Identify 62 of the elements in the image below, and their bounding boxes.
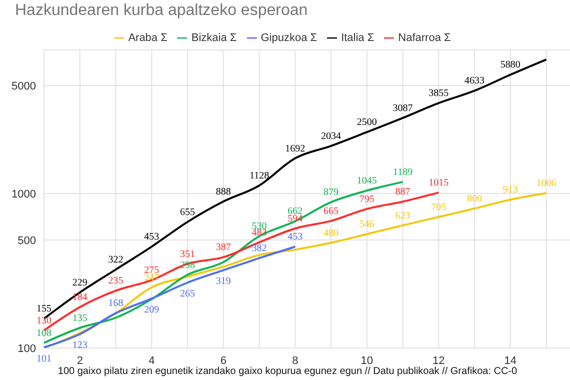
- data-label: 655: [180, 206, 196, 218]
- data-label: 5880: [500, 60, 520, 71]
- y-tick-label: 500: [18, 234, 36, 247]
- data-label: 1128: [249, 170, 270, 182]
- data-label: 108: [36, 328, 52, 339]
- data-label: 795: [359, 194, 374, 205]
- data-label: 322: [108, 254, 124, 266]
- data-label: 265: [180, 288, 196, 300]
- data-label: 184: [72, 292, 88, 304]
- data-label: 235: [108, 276, 124, 287]
- data-label: 879: [324, 187, 339, 198]
- data-label: 382: [252, 243, 267, 254]
- data-label: 453: [288, 232, 303, 243]
- data-label: 1006: [536, 178, 556, 190]
- data-label: 665: [324, 206, 339, 217]
- x-tick-label: 4: [148, 354, 155, 367]
- data-label: 1045: [356, 176, 377, 187]
- data-label: 319: [216, 276, 231, 288]
- data-label: 1692: [285, 143, 306, 154]
- y-tick-label: 1000: [12, 188, 36, 200]
- y-tick-label: 100: [18, 342, 36, 355]
- data-label: 130: [36, 315, 52, 326]
- x-tick-label: 10: [360, 354, 374, 367]
- legend-label: Gipuzkoa Σ: [260, 32, 318, 44]
- data-label: 888: [216, 186, 231, 198]
- data-label: 4633: [464, 76, 485, 87]
- data-label: 229: [72, 277, 88, 288]
- data-label: 453: [144, 232, 160, 243]
- data-label: 351: [180, 248, 196, 260]
- data-label: 623: [395, 210, 410, 222]
- x-tick-label: 6: [220, 354, 226, 367]
- data-label: 913: [502, 184, 518, 196]
- data-label: 887: [395, 186, 410, 198]
- legend-label: Bizkaia Σ: [191, 32, 237, 44]
- data-label: 705: [431, 202, 446, 213]
- data-label: 168: [108, 298, 124, 310]
- data-label: 123: [72, 340, 88, 352]
- data-label: 2500: [356, 117, 377, 128]
- legend-label: Nafarroa Σ: [398, 32, 451, 44]
- data-label: 135: [72, 312, 88, 324]
- x-tick-label: 8: [292, 354, 298, 367]
- x-tick-label: 2: [76, 354, 83, 367]
- legend-label: Italia Σ: [341, 32, 374, 44]
- data-label: 2034: [321, 130, 342, 142]
- data-label: 546: [359, 219, 374, 230]
- data-label: 800: [467, 194, 482, 205]
- data-label: 3855: [428, 88, 449, 100]
- y-tick-label: 5000: [12, 80, 36, 92]
- data-label: 209: [144, 304, 160, 316]
- x-tick-label: 12: [432, 354, 445, 367]
- data-label: 480: [324, 228, 339, 239]
- data-label: 155: [36, 304, 52, 315]
- data-label: 1189: [392, 166, 413, 178]
- x-axis-title: 100 gaixo pilatu ziren egunetik izandako gaixo kopurua egunez egun // Datu publikoak // Grafikoa: CC-0: [56, 366, 518, 377]
- legend-label: Araba Σ: [128, 32, 168, 44]
- data-label: 387: [216, 242, 231, 254]
- data-label: 3087: [392, 102, 413, 114]
- data-label: 483: [252, 227, 267, 238]
- data-label: 101: [36, 353, 52, 364]
- x-tick-label: 14: [504, 354, 517, 367]
- chart-title: Hazkundearen kurba apaltzeko esperoan: [15, 2, 308, 20]
- data-label: 1015: [428, 178, 449, 189]
